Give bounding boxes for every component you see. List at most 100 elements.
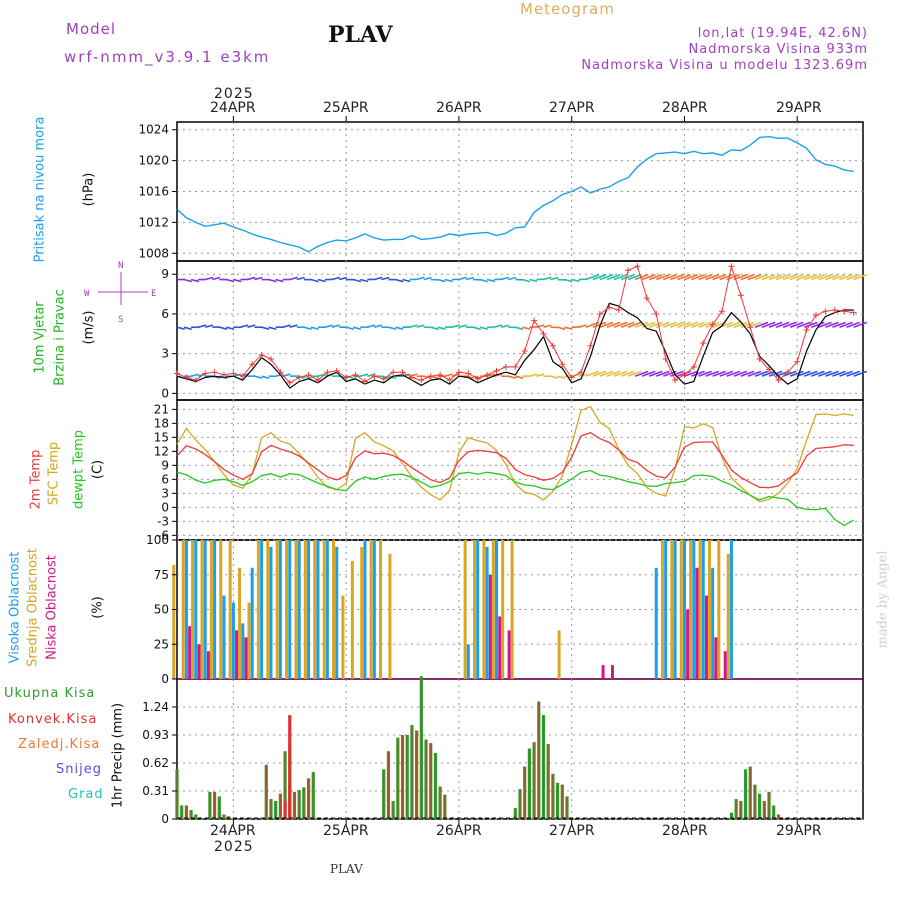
cloud-bar-low_cloud-45: [601, 665, 605, 679]
x-day-bottom-4: 28APR: [662, 823, 708, 839]
wind-barb-0-915: [606, 273, 621, 281]
legend-frontal: Zaledj.Kisa: [18, 737, 101, 752]
wind-barb-2-975: [634, 370, 649, 377]
legend-snow: Snijeg: [56, 762, 102, 777]
wind-gust-marker-30: [455, 369, 462, 376]
cloud-bar-low_cloud-46: [610, 665, 614, 679]
wind-barb-1-1260: [768, 321, 783, 328]
wind-barb-0-885: [592, 273, 607, 281]
precip-core-47: [397, 737, 399, 819]
wind-gust-marker-25: [408, 374, 415, 381]
wind-ytick-label-1: 6: [161, 307, 169, 321]
wind-barb-1-1050: [670, 321, 684, 328]
precip-core-125: [763, 800, 765, 819]
wind-barb-1-765: [536, 324, 545, 328]
wind-barb-1-825: [564, 326, 573, 330]
wind-gust-marker-72: [850, 309, 857, 316]
cloud-bar-mid_cloud-2: [191, 540, 195, 679]
wind-barb-1-195: [268, 326, 277, 331]
wind-barb-1-585: [451, 324, 460, 328]
wind-barb-2-30: [190, 373, 200, 377]
cloud-bar-mid_cloud-11: [275, 540, 279, 679]
wind-barb-1-630: [472, 326, 481, 331]
mid-cloud-side-label: Srednja Oblacnost: [25, 548, 41, 667]
precip-core-80: [552, 773, 554, 819]
wind-barb-1-90: [219, 326, 228, 330]
precip-core-23: [284, 751, 286, 819]
wind-barb-0-435: [381, 276, 390, 281]
wind-barb-2-1320: [796, 370, 811, 377]
wind-barb-2-1125: [705, 370, 720, 377]
wind-barb-2-915: [606, 370, 621, 377]
precip-core-50: [411, 725, 413, 819]
wind-barb-1-1305: [789, 321, 804, 328]
wind-barb-0-615: [465, 276, 474, 281]
wind-barb-2-990: [641, 370, 656, 377]
cloud-bar-high_cloud-33: [485, 546, 489, 679]
wind-gust-marker-50: [643, 295, 650, 302]
wind-barb-0-1275: [775, 273, 790, 281]
temperature-ytick-label-3: 12: [154, 444, 169, 458]
wind-barb-1-1065: [677, 321, 691, 328]
wind-barb-0-420: [374, 276, 383, 281]
cloud-bar-high_cloud-15: [316, 540, 320, 679]
pressure-unit-label: (hPa): [81, 172, 97, 207]
precip-core-29: [312, 772, 314, 819]
wind-gust-marker-42: [568, 374, 575, 381]
cloud-bar-high_cloud-56: [701, 540, 705, 679]
pressure-ytick-label-2: 1016: [138, 185, 169, 199]
cloud-bar-high_cloud-11: [278, 540, 282, 679]
legend-hail: Grad: [68, 787, 104, 802]
wind-barb-0-780: [543, 276, 552, 281]
wind-barb-1-105: [226, 326, 235, 331]
wind-barb-2-885: [592, 370, 607, 377]
pressure-ytick-label-0: 1024: [138, 123, 169, 137]
cloud-bar-mid_cloud-21: [369, 540, 373, 679]
wind-barb-0-465: [395, 278, 404, 283]
high-cloud-side-label: Visoka Oblacnost: [7, 551, 23, 664]
wind-gust-marker-44: [587, 342, 594, 349]
precip-core-27: [303, 787, 305, 819]
wind-gust-marker-34: [493, 367, 500, 374]
wind-barb-2-570: [444, 373, 453, 377]
wind-barb-1-150: [247, 324, 256, 328]
wind-gust-marker-28: [437, 371, 444, 378]
wind-gust-marker-17: [333, 367, 340, 374]
wind-barb-0-1005: [648, 273, 663, 281]
wind-barb-2-1290: [782, 370, 797, 377]
cloud-bar-mid_cloud-19: [350, 560, 354, 679]
cloud-bar-low_cloud-34: [498, 616, 502, 679]
wind-barb-1-1335: [803, 321, 818, 328]
wind-gust-marker-43: [578, 369, 585, 376]
coords-label: lon,lat (19.94E, 42.6N): [697, 26, 868, 41]
precip-core-10: [223, 814, 225, 819]
precip-ytick-label-0: 1.24: [142, 700, 169, 714]
wind-barb-1-15: [183, 326, 192, 331]
precip-core-56: [439, 786, 441, 819]
wind-barb-0-165: [254, 276, 263, 281]
x-year-top: 2025: [214, 86, 254, 102]
cloud-bar-high_cloud-12: [288, 540, 292, 679]
wind-barb-0-930: [613, 273, 628, 281]
wind-barb-2-960: [627, 370, 642, 377]
cloud-bar-mid_cloud-8: [247, 602, 251, 679]
precip-core-19: [265, 764, 267, 819]
wind-gust-marker-64: [775, 377, 782, 384]
wind-barb-0-75: [212, 276, 221, 281]
wind-barb-1-1245: [761, 321, 776, 328]
temperature-ytick-label-9: -6: [157, 528, 169, 542]
compass-cross: [98, 272, 148, 305]
legend-convective: Konvek.Kisa: [8, 712, 98, 727]
wind-barb-1-1410: [839, 321, 853, 328]
wind-gust-marker-62: [756, 355, 763, 362]
wind-barb-1-690: [501, 324, 510, 328]
panel-frames: [176, 121, 864, 820]
precip-core-44: [383, 769, 385, 819]
wind-gust-marker-47: [615, 306, 622, 313]
wind-barb-0-840: [571, 278, 580, 283]
model-elevation-label: Nadmorska Visina u modelu 1323.69m: [581, 58, 868, 73]
wind-barb-0-750: [529, 278, 538, 283]
wind-barb-0-210: [275, 278, 284, 283]
x-day-bottom-0: 24APR: [210, 823, 256, 839]
